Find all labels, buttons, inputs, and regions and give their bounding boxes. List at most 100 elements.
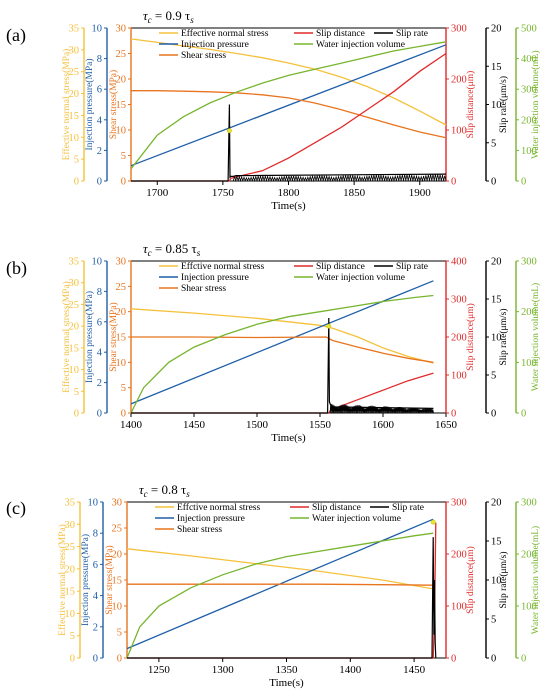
x-tick-label: 1300 — [212, 664, 235, 676]
y-tick-label: 30 — [116, 24, 127, 35]
y-tick-label: 4 — [97, 115, 103, 126]
y-tick-label: 30 — [112, 498, 123, 509]
y-tick-label: 20 — [65, 564, 76, 575]
panel-2: (c) τc = 0.8 τs 1250 1300 1350 1400 1450 Time(s… — [6, 482, 541, 689]
legend-label: Shear stress — [177, 525, 222, 535]
y-tick-label: 0 — [117, 654, 122, 665]
legend-label: Injection pressure — [181, 273, 249, 283]
y-tick-label: 15 — [65, 587, 76, 598]
y-axis-label: Injection pressure(MPa) — [84, 291, 95, 383]
series-noise-slip-rate — [329, 403, 434, 413]
y-tick-label: 0 — [93, 654, 98, 665]
y-tick-label: 10 — [69, 133, 80, 144]
y-tick-label: 10 — [69, 365, 80, 376]
y-axis-label: Slip distance(μm) — [465, 303, 476, 371]
legend-label: Slip distance — [316, 29, 365, 39]
y-tick-label: 4 — [97, 348, 103, 359]
y-tick-label: 100 — [451, 126, 467, 137]
y-tick-label: 6 — [97, 317, 102, 328]
legend-label: Water injection volume — [316, 273, 405, 283]
legend-label: Slip distance — [312, 503, 361, 513]
y-tick-label: 0 — [97, 409, 102, 420]
y-tick-label: 300 — [521, 257, 537, 268]
y-tick-label: 300 — [451, 24, 467, 35]
y-tick-label: 0 — [97, 177, 102, 188]
x-tick-label: 1400 — [339, 664, 362, 676]
y-tick-label: 5 — [491, 371, 496, 382]
y-tick-label: 0 — [521, 654, 526, 665]
y-tick-label: 100 — [521, 602, 537, 613]
panel-label: (a) — [6, 25, 26, 46]
x-axis-label: Time(s) — [271, 200, 306, 212]
x-tick-label: 1250 — [148, 664, 171, 676]
y-tick-label: 200 — [451, 550, 467, 561]
x-tick-label: 1700 — [146, 187, 169, 199]
y-tick-label: 0 — [74, 177, 79, 188]
y-tick-label: 10 — [112, 602, 123, 613]
y-axis-label: Slip rate(μm/s) — [498, 308, 509, 365]
y-tick-label: 15 — [116, 100, 127, 111]
x-tick-label: 1450 — [403, 664, 426, 676]
y-tick-label: 100 — [451, 602, 467, 613]
y-tick-label: 20 — [69, 89, 80, 100]
y-tick-label: 35 — [69, 24, 80, 35]
y-axis-label: Injection pressure(MPa) — [84, 58, 95, 150]
y-tick-label: 15 — [69, 111, 80, 122]
y-axis-label: Slip distance(μm) — [465, 546, 476, 614]
series-line-shear-stress — [127, 583, 434, 586]
y-tick-label: 5 — [117, 628, 122, 639]
y-tick-label: 15 — [116, 333, 127, 344]
y-tick-label: 20 — [112, 550, 123, 561]
series-line-shear-stress — [131, 90, 447, 139]
series-line-slip-rate — [131, 317, 434, 414]
y-tick-label: 6 — [93, 560, 98, 571]
y-tick-label: 10 — [116, 126, 127, 137]
y-tick-label: 4 — [93, 591, 99, 602]
title-rest: = 0.9 τ — [152, 8, 191, 23]
legend-label: Effective normal stress — [181, 28, 269, 39]
y-axis-label: Water injection volume(mL) — [530, 50, 541, 158]
series-line-slip-rate — [131, 104, 447, 182]
y-tick-label: 300 — [451, 295, 467, 306]
y-axis-label: Effective normal stress(MPa) — [61, 281, 72, 393]
panel-title: τc = 0.8 τs — [139, 482, 190, 499]
legend-label: Shear stress — [181, 284, 226, 294]
legend-label: Effctive normal stress — [177, 502, 260, 513]
y-tick-label: 30 — [65, 520, 76, 531]
panel-label: (c) — [6, 498, 26, 519]
x-tick-label: 1850 — [343, 187, 366, 199]
y-tick-label: 20 — [116, 75, 127, 86]
legend-label: Injection pressure — [181, 40, 249, 50]
x-tick-label: 1350 — [276, 664, 299, 676]
y-tick-label: 0 — [521, 409, 526, 420]
y-tick-label: 5 — [121, 151, 126, 162]
marker-point — [326, 323, 332, 329]
y-tick-label: 10 — [92, 24, 103, 35]
series-line-shear-stress — [131, 336, 434, 363]
y-tick-label: 0 — [491, 409, 496, 420]
y-tick-label: 0 — [451, 409, 456, 420]
y-tick-label: 20 — [491, 257, 502, 268]
title-symbol: τ — [143, 8, 149, 23]
y-tick-label: 5 — [74, 155, 79, 166]
y-tick-label: 10 — [116, 358, 127, 369]
marker-point — [430, 519, 436, 525]
series-line-effective-normal-stress — [130, 38, 447, 126]
y-axis-label: Water injection volume(mL) — [530, 283, 541, 391]
y-tick-label: 20 — [491, 498, 502, 509]
x-tick-label: 1500 — [246, 419, 269, 431]
y-tick-label: 0 — [70, 654, 75, 665]
y-tick-label: 10 — [491, 100, 502, 111]
y-axis-label: Effective normal stress(MPa) — [61, 49, 72, 161]
y-tick-label: 10 — [491, 576, 502, 587]
y-tick-label: 10 — [88, 498, 99, 509]
x-tick-label: 1750 — [212, 187, 235, 199]
x-tick-label: 1450 — [183, 419, 206, 431]
y-axis-label: Slip rate(μm/s) — [498, 551, 509, 608]
y-tick-label: 500 — [521, 24, 537, 35]
y-axis-label: Effective normal stress(MPa) — [57, 524, 68, 636]
y-tick-label: 35 — [65, 498, 76, 509]
series-line-injection-pressure — [130, 44, 447, 167]
y-tick-label: 25 — [116, 282, 127, 293]
